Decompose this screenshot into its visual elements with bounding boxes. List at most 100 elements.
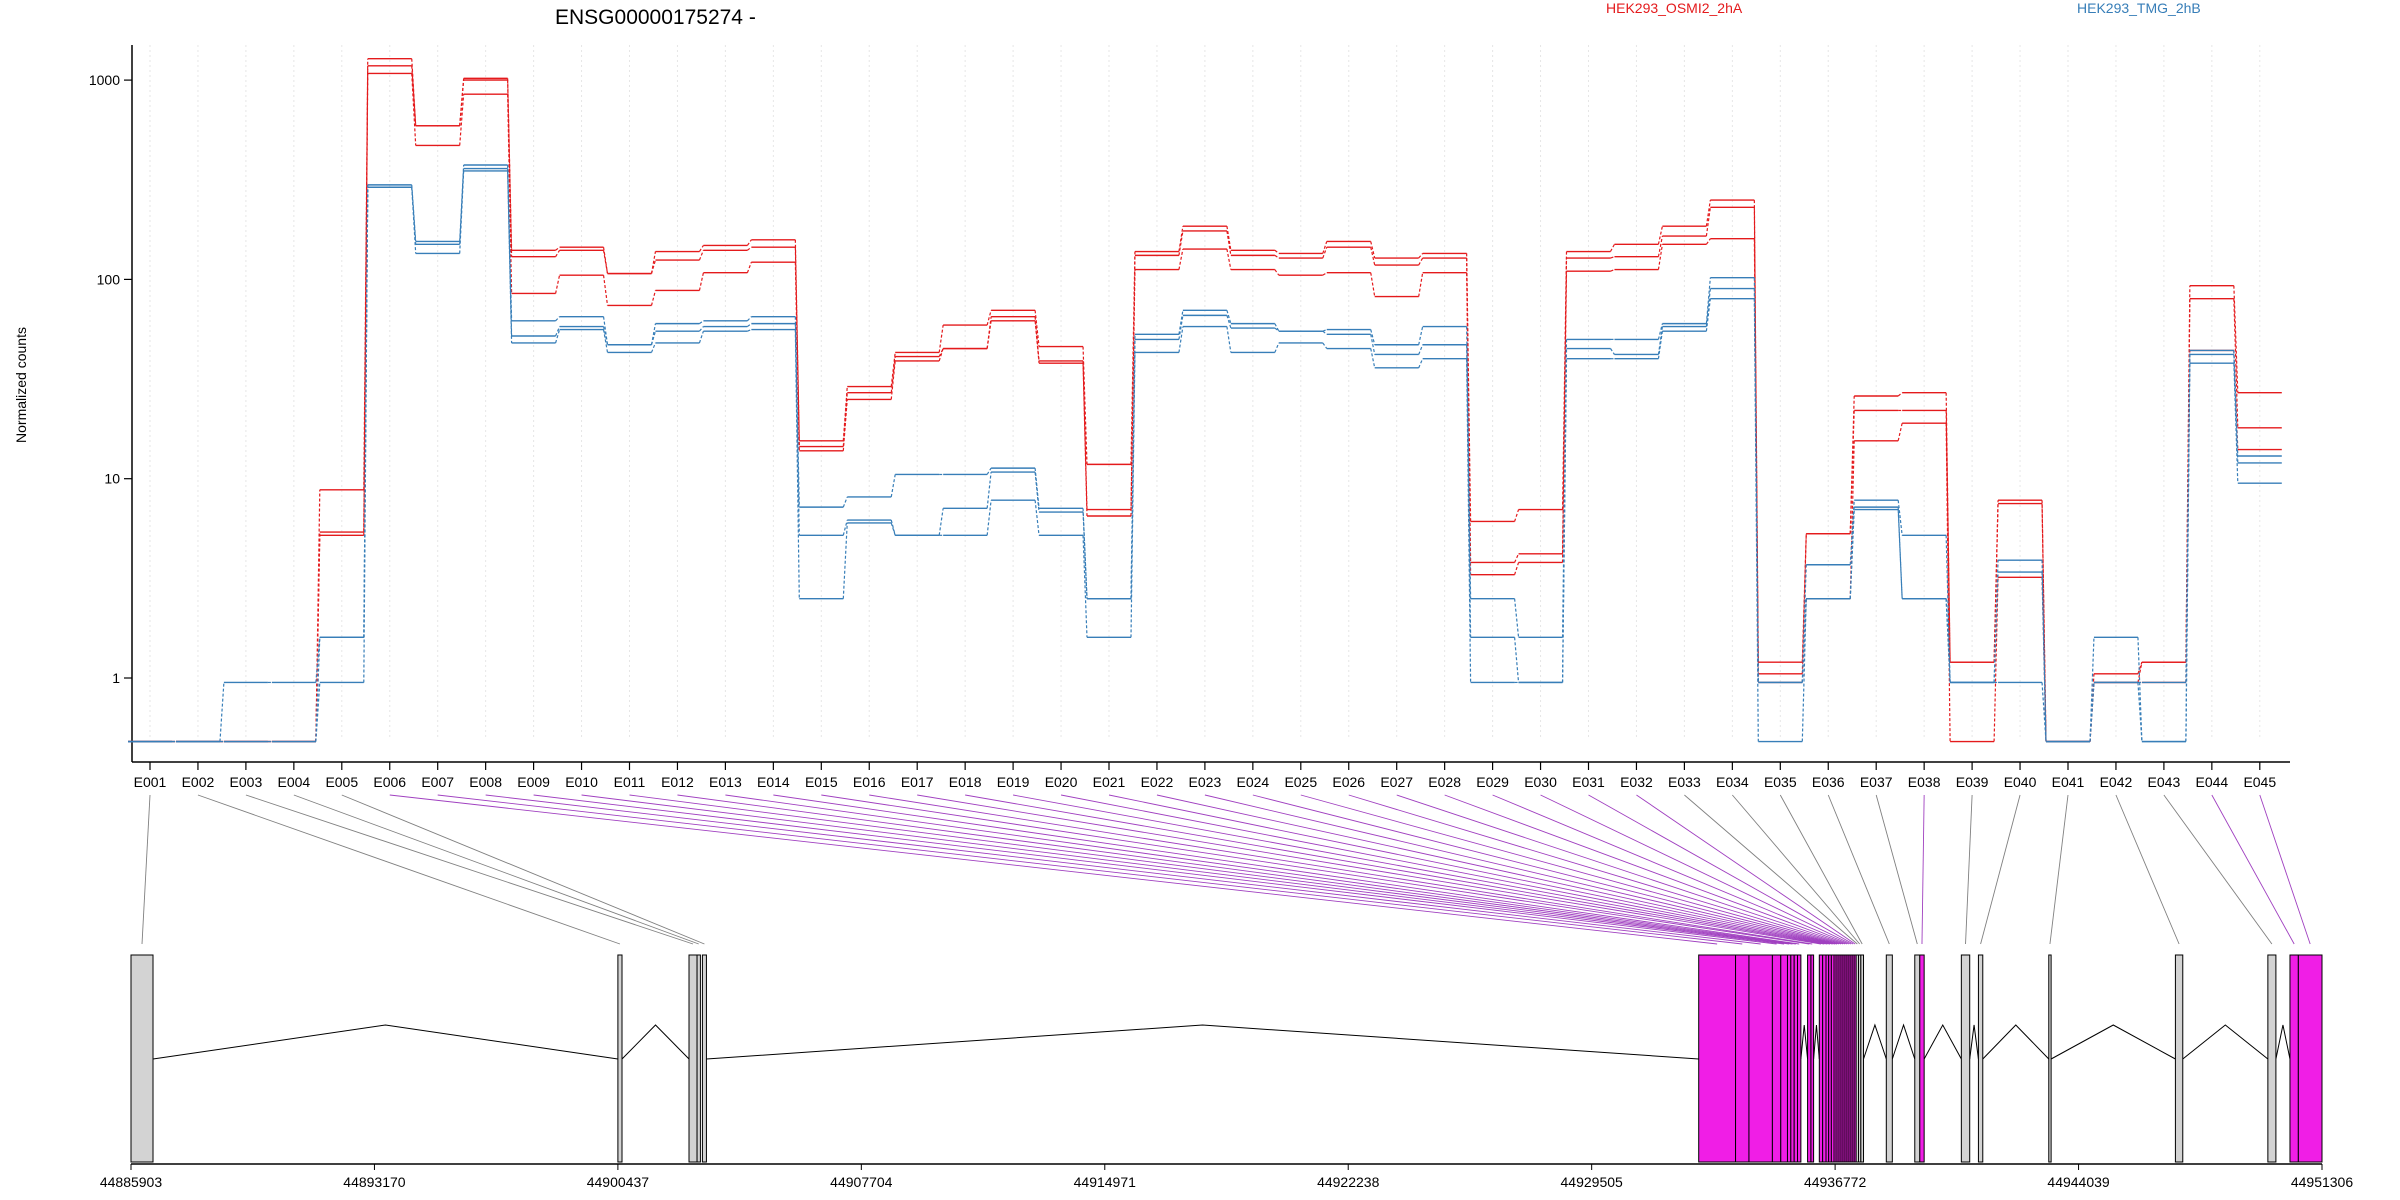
data-transition bbox=[794, 316, 800, 508]
data-transition bbox=[1705, 238, 1711, 245]
exon-connector bbox=[1636, 794, 1856, 945]
data-transition bbox=[1561, 358, 1568, 683]
data-transition bbox=[1034, 320, 1040, 364]
intron-line bbox=[1813, 1024, 1820, 1060]
data-transition bbox=[1082, 535, 1088, 638]
x-tick-label: E002 bbox=[182, 774, 215, 790]
data-transition bbox=[1226, 315, 1232, 329]
exon-connector bbox=[1827, 794, 1890, 945]
data-transition bbox=[890, 474, 896, 498]
exon-connector bbox=[677, 794, 1793, 945]
data-transition bbox=[602, 326, 609, 345]
data-transition bbox=[986, 500, 992, 536]
data-transition bbox=[1561, 271, 1568, 563]
exon-connector bbox=[2259, 794, 2311, 945]
exon-connector bbox=[1156, 794, 1836, 945]
y-tick-label: 1 bbox=[112, 670, 120, 686]
data-transition bbox=[1514, 509, 1520, 522]
exon-box bbox=[2289, 954, 2299, 1163]
data-transition bbox=[1705, 298, 1711, 332]
exon-connector bbox=[533, 794, 1777, 945]
x-tick-label: E029 bbox=[1476, 774, 1509, 790]
exon-box bbox=[1786, 954, 1792, 1163]
intron-line bbox=[1891, 1023, 1916, 1060]
exon-connector bbox=[1732, 794, 1861, 945]
data-transition bbox=[602, 275, 609, 306]
data-transition bbox=[986, 310, 992, 326]
data-transition bbox=[507, 170, 513, 343]
connector-layer bbox=[141, 794, 2311, 945]
data-transition bbox=[1418, 257, 1424, 266]
data-transition bbox=[1226, 230, 1232, 256]
data-transition bbox=[555, 316, 560, 322]
data-transition bbox=[555, 329, 561, 344]
data-transition bbox=[1849, 410, 1855, 534]
data-transition bbox=[842, 399, 848, 451]
x-tick-label: E022 bbox=[1141, 774, 1174, 790]
data-transition bbox=[1370, 348, 1376, 368]
exon-box bbox=[2297, 954, 2323, 1163]
y-axis: 1 10 100 1000 bbox=[89, 45, 133, 762]
intron-line bbox=[1923, 1023, 1962, 1060]
intron-line bbox=[2050, 1024, 2176, 1060]
data-transition bbox=[650, 330, 657, 345]
exon-box bbox=[1810, 954, 1815, 1163]
data-transition bbox=[411, 187, 417, 254]
x-tick-label: E039 bbox=[1956, 774, 1989, 790]
data-transition bbox=[650, 259, 657, 274]
exon-box bbox=[1735, 954, 1750, 1163]
data-transition bbox=[1370, 329, 1376, 345]
data-transition bbox=[1514, 637, 1520, 683]
data-transition bbox=[1274, 327, 1280, 332]
data-transition bbox=[1418, 358, 1424, 369]
series-5 bbox=[128, 170, 2282, 743]
data-transition bbox=[602, 250, 609, 274]
data-transition bbox=[2137, 662, 2143, 683]
exon-connector bbox=[1108, 794, 1833, 945]
x-tick-label: E020 bbox=[1045, 774, 1078, 790]
genome-tick-label: 44885903 bbox=[100, 1174, 163, 1190]
data-transition bbox=[1609, 348, 1615, 355]
data-transition bbox=[746, 316, 752, 322]
exon-box bbox=[1977, 954, 1984, 1163]
y-tick-label: 10 bbox=[104, 471, 120, 487]
intron-line bbox=[1800, 1024, 1809, 1060]
data-transition bbox=[315, 535, 321, 742]
genome-tick-label: 44922238 bbox=[1317, 1174, 1380, 1190]
exon-connector bbox=[2211, 794, 2295, 945]
data-transition bbox=[698, 330, 704, 344]
data-transition bbox=[555, 326, 561, 337]
exon-box bbox=[1780, 954, 1788, 1163]
gene-model bbox=[130, 954, 2323, 1163]
data-transition bbox=[1705, 199, 1711, 227]
x-tick-label: E003 bbox=[230, 774, 263, 790]
exon-connector bbox=[1875, 794, 1918, 945]
exon-connector bbox=[773, 794, 1800, 945]
x-tick-label: E031 bbox=[1572, 774, 1605, 790]
data-transition bbox=[1753, 298, 1759, 742]
intron-line bbox=[1969, 1024, 1979, 1060]
data-transition bbox=[1034, 310, 1040, 347]
data-transition bbox=[507, 80, 513, 257]
exon-connector bbox=[725, 794, 1796, 945]
data-transition bbox=[1945, 598, 1951, 683]
data-transition bbox=[1945, 410, 1951, 663]
data-transition bbox=[1514, 553, 1520, 563]
data-transition bbox=[1897, 500, 1903, 536]
data-transition bbox=[1322, 329, 1327, 332]
exon-connector bbox=[1060, 794, 1831, 945]
data-transition bbox=[2137, 682, 2143, 742]
exon-box bbox=[696, 954, 701, 1163]
data-transition bbox=[1178, 310, 1184, 335]
data-transition bbox=[2041, 572, 2047, 742]
exon-connector bbox=[2163, 794, 2273, 945]
exon-connector bbox=[1013, 794, 1828, 945]
data-transition bbox=[890, 352, 896, 387]
x-tick-label: E015 bbox=[805, 774, 838, 790]
data-transition bbox=[1610, 269, 1615, 272]
genome-tick-label: 44900437 bbox=[587, 1174, 650, 1190]
data-transition bbox=[1849, 440, 1855, 599]
data-transition bbox=[1897, 423, 1903, 441]
data-transition bbox=[1274, 342, 1280, 353]
data-transition bbox=[1322, 330, 1328, 335]
